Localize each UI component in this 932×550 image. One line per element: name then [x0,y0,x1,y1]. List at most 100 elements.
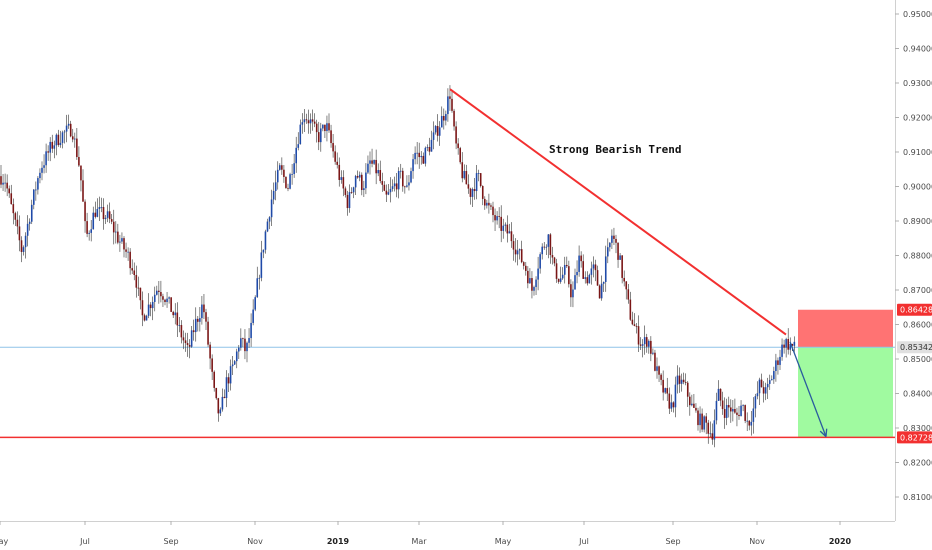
candle-body [246,342,248,352]
price-tick-label: 0.81000 [903,493,932,502]
candle-body [260,252,263,278]
candle-body [467,184,470,189]
candle-body [307,120,310,124]
candle-body [168,297,170,299]
candle-body [18,226,21,241]
candle-body [445,114,447,121]
candle-body [104,217,107,220]
candle-body [76,138,78,158]
candle-body [272,190,275,200]
candle-body [115,231,117,233]
candle-body [744,405,746,421]
trend-annotation[interactable]: Strong Bearish Trend [549,143,681,156]
stop-price-badge[interactable] [897,303,932,316]
candle-body [635,325,638,327]
candle-body [582,261,584,279]
risk-zone[interactable] [798,309,893,348]
candle-body [51,141,54,149]
candle-body [100,207,103,208]
candle-body [410,171,412,183]
arrow-shaft [789,341,827,437]
candle-body [67,123,70,126]
candle-body [39,172,41,179]
candle-body [135,275,138,288]
candle-body [420,155,423,158]
candle-body [338,164,341,180]
candle-body [4,182,6,184]
candle-body [762,387,765,394]
candle-body [594,264,597,271]
candle-body [295,147,297,164]
projection-arrow[interactable] [789,341,828,438]
target-price-badge[interactable] [897,431,932,444]
time-axis[interactable]: May Jul Sep Nov 2019 Mar May Jul Sep Nov 2020 [0,521,895,550]
candle-body [166,298,168,303]
candle-body [172,311,174,316]
target-price-label: 0.82728 [900,433,932,442]
candle-body [492,206,494,216]
candle-body [332,143,334,152]
candle-body [551,255,554,258]
candle-body [752,408,755,422]
candle-body [387,192,390,195]
candle-body [301,122,304,125]
candle-body [428,147,431,152]
candle-body [469,188,472,197]
candle-body [787,339,789,350]
candle-body [414,152,416,160]
time-tick-label: Sep [665,537,680,546]
candle-body [221,396,224,410]
candle-body [340,177,343,180]
candle-body [422,155,425,164]
candle-body [449,96,451,99]
candle-body [256,278,259,298]
candle-body [652,352,654,354]
candle-body [481,185,484,199]
candle-body [389,188,392,193]
reward-zone[interactable] [798,347,893,438]
candle-body [627,289,630,300]
candle-body [242,338,244,340]
candle-body [518,249,521,251]
candle-body [143,315,146,321]
candle-body [561,274,564,279]
candle-body [194,318,197,333]
candle-body [59,142,62,146]
candle-body [740,405,742,417]
candle-body [539,254,541,269]
candle-body [648,340,650,347]
candle-body [768,380,771,384]
candle-body [158,290,160,292]
candle-body [783,344,785,348]
entry-price-badge[interactable] [897,341,932,354]
candle-body [637,326,640,345]
candle-body [434,125,437,133]
candle-body [33,189,35,205]
candle-body [408,182,410,186]
candle-body [12,204,15,214]
candle-body [86,221,88,234]
candle-body [430,139,433,152]
candle-body [584,277,587,279]
candle-body [578,255,580,272]
candle-body [707,422,710,434]
candle-body [432,132,435,140]
candle-body [82,180,84,202]
candle-body [402,170,404,187]
candle-body [545,246,548,248]
candle-body [395,183,398,190]
candle-body [725,404,728,418]
candle-body [650,340,652,354]
candle-body [328,123,330,131]
candle-body [785,339,787,348]
candle-body [586,277,589,284]
bearish-trendline[interactable] [449,88,787,336]
candle-body [416,152,418,154]
candle-body [240,338,242,348]
candle-body [315,123,318,133]
candle-body [311,119,314,122]
